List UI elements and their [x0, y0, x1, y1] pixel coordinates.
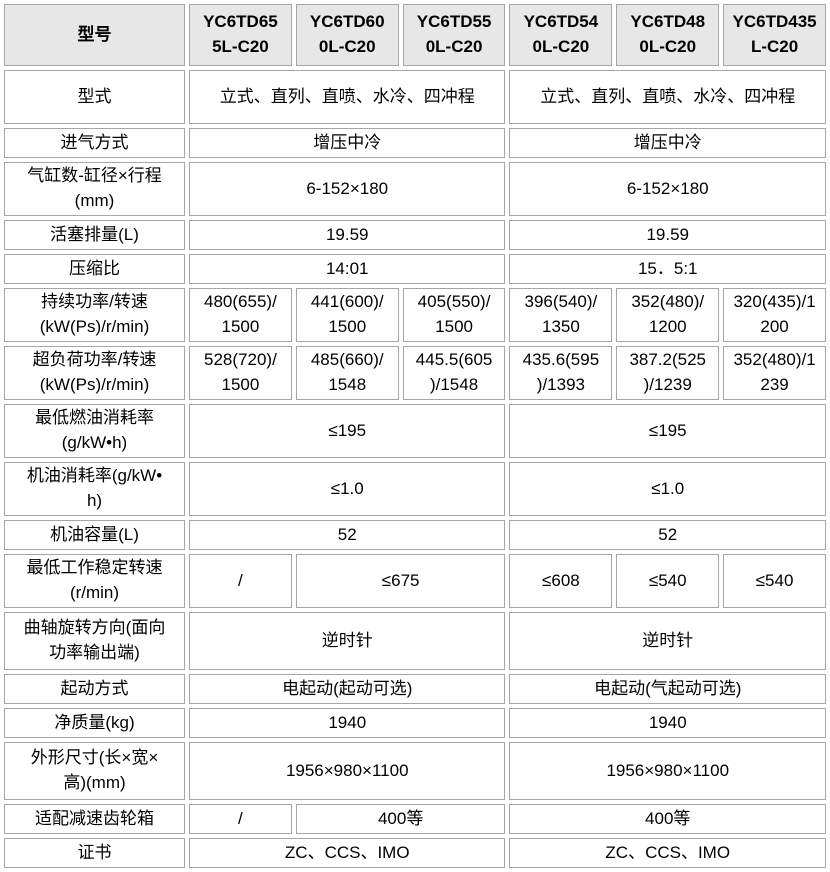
model-name: YC6TD54 0L-C20: [509, 4, 613, 66]
row-model-header: 型号 YC6TD65 5L-C20 YC6TD60 0L-C20 YC6TD55…: [4, 4, 826, 66]
row-net-weight: 净质量(kg) 1940 1940: [4, 708, 826, 738]
spec-value: ≤608: [509, 554, 613, 608]
spec-value: 电起动(气起动可选): [509, 674, 826, 704]
row-min-fuel-consumption: 最低燃油消耗率 (g/kW•h) ≤195 ≤195: [4, 404, 826, 458]
spec-value: 1956×980×1100: [189, 742, 506, 800]
row-oil-consumption: 机油消耗率(g/kW• h) ≤1.0 ≤1.0: [4, 462, 826, 516]
row-starting-method: 起动方式 电起动(起动可选) 电起动(气起动可选): [4, 674, 826, 704]
spec-value: ≤195: [189, 404, 506, 458]
spec-value: 电起动(起动可选): [189, 674, 506, 704]
spec-value: 逆时针: [189, 612, 506, 670]
row-label: 机油消耗率(g/kW• h): [4, 462, 185, 516]
spec-value: 400等: [509, 804, 826, 834]
spec-value: 6-152×180: [509, 162, 826, 216]
spec-value: ZC、CCS、IMO: [189, 838, 506, 868]
spec-value: 52: [189, 520, 506, 550]
spec-value: ZC、CCS、IMO: [509, 838, 826, 868]
model-name: YC6TD48 0L-C20: [616, 4, 720, 66]
spec-value: 400等: [295, 804, 506, 834]
row-continuous-power-speed: 持续功率/转速 (kW(Ps)/r/min) 480(655)/ 1500 44…: [4, 288, 826, 342]
spec-value: 396(540)/ 1350: [509, 288, 613, 342]
spec-value: /: [189, 554, 292, 608]
row-label: 机油容量(L): [4, 520, 185, 550]
spec-value: 405(550)/ 1500: [402, 288, 506, 342]
spec-value: 387.2(525 )/1239: [616, 346, 720, 400]
spec-value: 立式、直列、直喷、水冷、四冲程: [189, 70, 506, 124]
spec-value: ≤540: [723, 554, 826, 608]
row-oil-capacity: 机油容量(L) 52 52: [4, 520, 826, 550]
spec-value: /: [189, 804, 292, 834]
spec-value: 立式、直列、直喷、水冷、四冲程: [509, 70, 826, 124]
spec-value: 增压中冷: [509, 128, 826, 158]
model-name: YC6TD435 L-C20: [723, 4, 826, 66]
row-certificate: 证书 ZC、CCS、IMO ZC、CCS、IMO: [4, 838, 826, 868]
model-name: YC6TD65 5L-C20: [189, 4, 292, 66]
spec-value: 逆时针: [509, 612, 826, 670]
spec-value: ≤540: [616, 554, 720, 608]
row-label: 气缸数-缸径×行程 (mm): [4, 162, 185, 216]
row-label: 超负荷功率/转速 (kW(Ps)/r/min): [4, 346, 185, 400]
row-dimensions: 外形尺寸(长×宽× 高)(mm) 1956×980×1100 1956×980×…: [4, 742, 826, 800]
row-min-stable-speed: 最低工作稳定转速 (r/min) / ≤675 ≤608 ≤540 ≤540: [4, 554, 826, 608]
spec-value: 19.59: [509, 220, 826, 250]
row-cylinders-bore-stroke: 气缸数-缸径×行程 (mm) 6-152×180 6-152×180: [4, 162, 826, 216]
row-label: 曲轴旋转方向(面向 功率输出端): [4, 612, 185, 670]
spec-value: 441(600)/ 1500: [295, 288, 399, 342]
row-label: 外形尺寸(长×宽× 高)(mm): [4, 742, 185, 800]
spec-value: ≤675: [295, 554, 506, 608]
spec-value: ≤1.0: [189, 462, 506, 516]
spec-value: 528(720)/ 1500: [189, 346, 292, 400]
row-label: 起动方式: [4, 674, 185, 704]
spec-value: 320(435)/1 200: [723, 288, 826, 342]
spec-value: 480(655)/ 1500: [189, 288, 292, 342]
spec-value: ≤1.0: [509, 462, 826, 516]
row-label: 型式: [4, 70, 185, 124]
row-label: 进气方式: [4, 128, 185, 158]
spec-value: 6-152×180: [189, 162, 506, 216]
row-label: 净质量(kg): [4, 708, 185, 738]
row-label: 持续功率/转速 (kW(Ps)/r/min): [4, 288, 185, 342]
spec-value: 352(480)/1 239: [723, 346, 826, 400]
row-label: 活塞排量(L): [4, 220, 185, 250]
spec-value: 15．5:1: [509, 254, 826, 284]
row-compression-ratio: 压缩比 14:01 15．5:1: [4, 254, 826, 284]
spec-value: 435.6(595 )/1393: [509, 346, 613, 400]
spec-value: 352(480)/ 1200: [616, 288, 720, 342]
spec-value: 19.59: [189, 220, 506, 250]
spec-value: 1940: [189, 708, 506, 738]
spec-value: 增压中冷: [189, 128, 506, 158]
spec-value: 14:01: [189, 254, 506, 284]
row-displacement: 活塞排量(L) 19.59 19.59: [4, 220, 826, 250]
spec-value: ≤195: [509, 404, 826, 458]
row-label: 证书: [4, 838, 185, 868]
row-engine-type: 型式 立式、直列、直喷、水冷、四冲程 立式、直列、直喷、水冷、四冲程: [4, 70, 826, 124]
spec-value: 485(660)/ 1548: [295, 346, 399, 400]
row-label-model: 型号: [4, 4, 185, 66]
spec-value: 445.5(605 )/1548: [402, 346, 506, 400]
row-intake-method: 进气方式 增压中冷 增压中冷: [4, 128, 826, 158]
row-gearbox-match: 适配减速齿轮箱 / 400等 400等: [4, 804, 826, 834]
row-overload-power-speed: 超负荷功率/转速 (kW(Ps)/r/min) 528(720)/ 1500 4…: [4, 346, 826, 400]
spec-value: 1956×980×1100: [509, 742, 826, 800]
spec-value: 1940: [509, 708, 826, 738]
row-crankshaft-rotation: 曲轴旋转方向(面向 功率输出端) 逆时针 逆时针: [4, 612, 826, 670]
model-name: YC6TD60 0L-C20: [295, 4, 399, 66]
spec-value: 52: [509, 520, 826, 550]
model-name: YC6TD55 0L-C20: [402, 4, 506, 66]
row-label: 压缩比: [4, 254, 185, 284]
row-label: 适配减速齿轮箱: [4, 804, 185, 834]
row-label: 最低工作稳定转速 (r/min): [4, 554, 185, 608]
row-label: 最低燃油消耗率 (g/kW•h): [4, 404, 185, 458]
